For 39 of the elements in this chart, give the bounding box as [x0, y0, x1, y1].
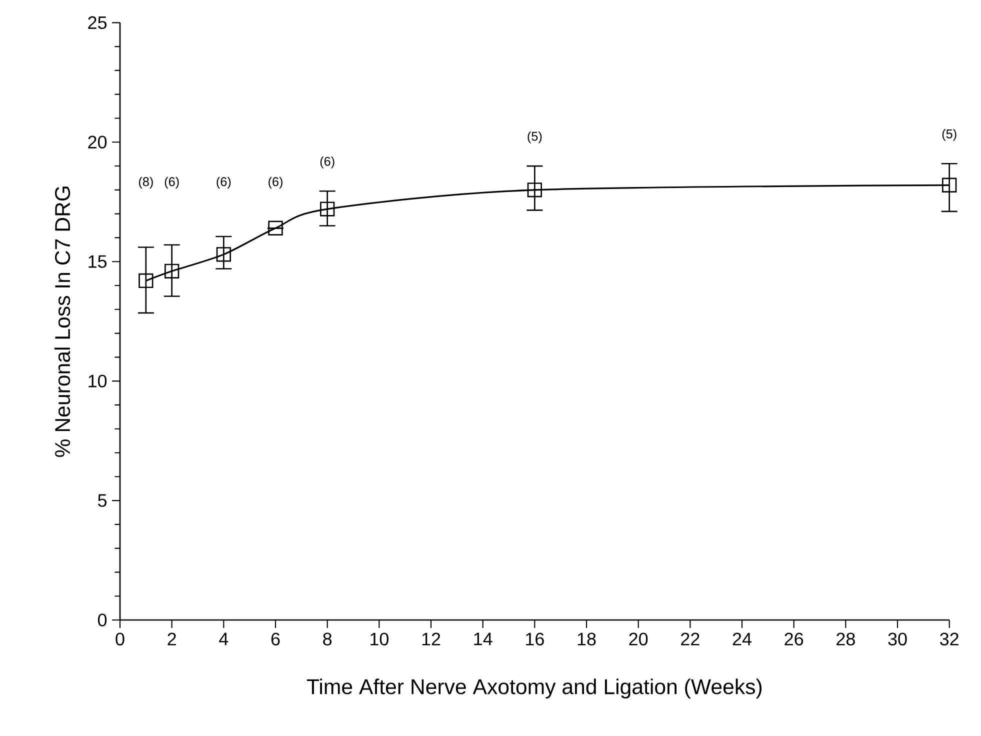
x-tick-label: 14: [474, 632, 492, 646]
point: [320, 202, 335, 216]
point: [268, 220, 283, 236]
x-tick-label: 8: [323, 632, 332, 646]
x-tick-label: 32: [940, 632, 958, 646]
x-tick-label: 12: [422, 632, 440, 646]
point: [942, 178, 957, 192]
y-axis-title: % Neuronal Loss In C7 DRG: [54, 186, 70, 457]
x-axis-title: Time After Nerve Axotomy and Ligation (Weeks): [306, 678, 762, 698]
x-tick-label: 0: [116, 632, 124, 646]
y-tick-label: 15: [88, 255, 107, 268]
x-tick-label: 4: [219, 632, 228, 646]
x-tick-label: 20: [629, 632, 648, 646]
x-tick-label: 26: [784, 632, 804, 646]
x-tick-label: 16: [526, 632, 544, 646]
x-tick-label: 28: [836, 632, 855, 646]
x-tick-label: 30: [888, 632, 907, 646]
y-tick-label: 0: [98, 614, 107, 626]
annotation: (6): [216, 176, 231, 189]
point: [216, 247, 232, 262]
annotation: (8): [138, 176, 153, 189]
y-tick-label: 10: [88, 374, 107, 388]
y-tick-label: 25: [88, 16, 107, 30]
x-tick-label: 24: [732, 632, 752, 646]
y-tick-label: 20: [88, 136, 107, 148]
x-tick-label: 6: [271, 632, 280, 646]
point: [164, 264, 180, 278]
annotation: (6): [164, 176, 179, 189]
x-tick-label: 22: [681, 632, 700, 646]
point: [527, 182, 542, 198]
annotation: (6): [268, 176, 282, 189]
x-tick-label: 10: [370, 632, 388, 646]
y-tick-label: 5: [98, 494, 107, 507]
annotation: (5): [942, 129, 956, 141]
annotation: (5): [528, 131, 542, 144]
x-tick-label: 18: [578, 632, 596, 646]
point: [138, 273, 154, 288]
x-tick-label: 2: [168, 632, 176, 646]
annotation: (6): [320, 156, 334, 168]
